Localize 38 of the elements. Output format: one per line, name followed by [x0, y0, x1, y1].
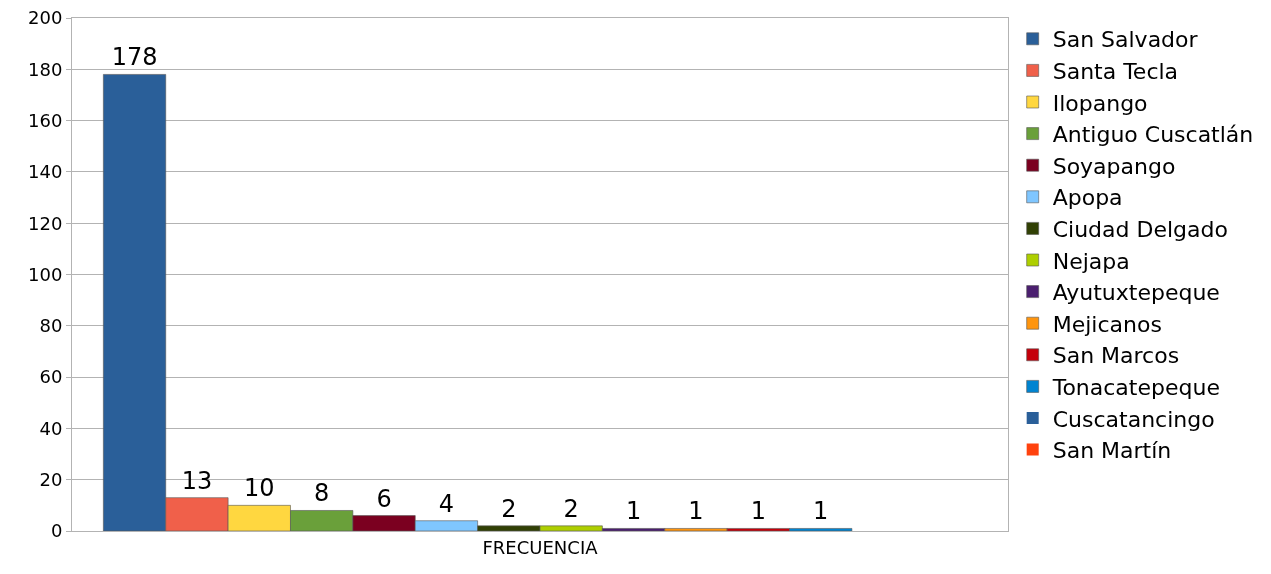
y-tick-label: 80: [39, 315, 63, 337]
legend-label: San Martín: [1052, 438, 1172, 464]
y-tick-label: 20: [39, 469, 63, 490]
y-tick-label: 60: [39, 366, 63, 388]
y-tick-label: 180: [28, 58, 63, 80]
text: 8: [314, 479, 330, 508]
y-tick-label: 140: [28, 161, 63, 183]
legend-label: Antiguo Cuscatlán: [1052, 122, 1254, 148]
legend-label: Apopa: [1052, 185, 1123, 211]
y-tick-label: 200: [28, 7, 63, 29]
text: 4: [438, 489, 455, 518]
text: 1: [625, 497, 642, 526]
legend-label: Ayutuxtepeque: [1052, 280, 1220, 306]
text: 6: [376, 484, 392, 513]
x-tick-label: FRECUENCIA: [482, 536, 599, 558]
text: 1: [813, 497, 829, 526]
y-tick-label: 120: [28, 212, 63, 234]
legend-label: San Salvador: [1052, 27, 1199, 53]
y-tick-label: 100: [28, 263, 63, 285]
legend-label: Santa Tecla: [1052, 58, 1179, 84]
legend-label: Ilopango: [1052, 90, 1148, 116]
y-tick-label: 160: [28, 109, 63, 131]
legend-label: San Marcos: [1052, 343, 1180, 369]
legend-label: Mejicanos: [1052, 311, 1162, 337]
y-tick-label: 0: [50, 520, 63, 542]
text: 2: [501, 494, 517, 523]
legend-label: Tonacatepeque: [1051, 374, 1220, 400]
legend-label: Ciudad Delgado: [1052, 216, 1228, 242]
text: 1: [750, 497, 766, 526]
text: 1: [688, 497, 704, 526]
legend-label: Soyapango: [1052, 153, 1176, 179]
text: 178: [111, 43, 158, 72]
y-tick-label: 40: [39, 417, 63, 439]
text: 10: [244, 474, 275, 503]
text: 2: [563, 494, 579, 523]
legend-label: Cuscatancingo: [1052, 406, 1215, 432]
legend-label: Nejapa: [1052, 248, 1130, 274]
text: 13: [181, 466, 213, 495]
